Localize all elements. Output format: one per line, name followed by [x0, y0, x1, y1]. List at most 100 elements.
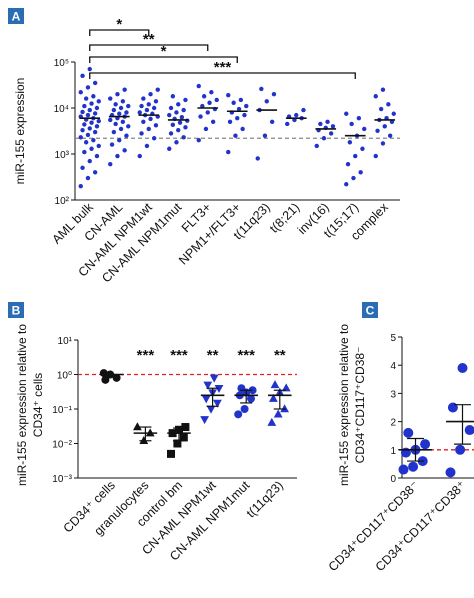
point	[85, 175, 91, 181]
point	[80, 127, 85, 133]
point	[269, 119, 275, 125]
point	[153, 99, 159, 104]
point	[382, 124, 387, 129]
point	[447, 402, 458, 413]
significance: ***	[214, 59, 232, 76]
point	[264, 99, 269, 104]
point	[96, 143, 101, 149]
y-tick-label: 10⁰	[57, 371, 72, 382]
point	[179, 115, 185, 120]
point	[314, 143, 319, 149]
bracket	[89, 44, 209, 51]
point	[176, 127, 181, 133]
point	[144, 143, 150, 149]
point	[139, 435, 149, 444]
point	[179, 433, 188, 442]
point	[375, 128, 380, 133]
point	[80, 165, 85, 171]
y-tick-label: 4	[390, 361, 396, 372]
point	[280, 404, 289, 413]
significance: **	[207, 347, 219, 364]
point	[111, 107, 117, 113]
point	[89, 146, 94, 151]
point	[201, 395, 211, 404]
point	[146, 126, 151, 132]
point	[238, 97, 244, 103]
point	[174, 140, 179, 145]
point	[240, 405, 249, 413]
point	[87, 66, 92, 72]
point	[80, 109, 85, 115]
y-tick-label: 1	[390, 446, 396, 457]
point	[420, 439, 431, 450]
y-tick-label: 2	[390, 418, 396, 429]
point	[234, 410, 243, 419]
point	[92, 80, 98, 86]
point	[213, 399, 222, 408]
point	[91, 94, 96, 99]
point	[214, 97, 219, 103]
panel-letter-box	[8, 8, 24, 24]
point	[380, 87, 386, 92]
point	[248, 386, 257, 395]
point	[301, 107, 306, 113]
point	[398, 464, 409, 475]
point	[203, 126, 209, 132]
point	[118, 105, 124, 111]
point	[244, 103, 249, 109]
point	[347, 140, 353, 145]
point	[231, 100, 236, 105]
point	[181, 423, 190, 432]
point	[325, 119, 330, 125]
point	[96, 99, 101, 104]
point	[203, 381, 213, 390]
point	[167, 449, 175, 458]
point	[115, 153, 120, 159]
panel-letter: A	[12, 10, 21, 24]
point	[151, 136, 157, 141]
point	[78, 183, 83, 189]
point	[87, 126, 92, 131]
point	[206, 405, 216, 414]
y-tick-label: 10¹	[58, 336, 73, 347]
y-tick-label: 3	[390, 389, 396, 400]
point	[82, 122, 87, 127]
point	[356, 116, 362, 121]
point	[124, 133, 129, 138]
point	[173, 439, 182, 448]
point	[227, 119, 233, 125]
significance: ***	[237, 347, 255, 364]
point	[373, 153, 378, 159]
point	[210, 119, 216, 125]
point	[108, 117, 113, 123]
y-tick-label: 10³	[55, 150, 70, 161]
point	[89, 120, 94, 125]
point	[349, 121, 354, 127]
point	[201, 94, 207, 99]
point	[209, 374, 219, 383]
point	[120, 99, 126, 104]
y-tick-label: 5	[390, 333, 396, 344]
point	[126, 103, 131, 109]
point	[122, 148, 127, 153]
point	[148, 91, 153, 97]
panel-letter: B	[12, 304, 21, 318]
significance: ***	[170, 347, 188, 364]
point	[155, 87, 160, 92]
point	[240, 126, 245, 132]
point	[237, 384, 246, 393]
point	[115, 91, 120, 97]
point	[170, 94, 176, 99]
point	[207, 100, 212, 105]
point	[78, 90, 83, 95]
y-axis-title: CD34⁺CD117⁺CD38⁻	[353, 347, 367, 464]
point	[236, 106, 242, 112]
point	[408, 461, 419, 472]
point	[233, 133, 238, 138]
point	[247, 394, 255, 403]
point	[83, 140, 89, 145]
point	[205, 110, 210, 115]
point	[455, 444, 466, 455]
significance: *	[116, 16, 122, 33]
